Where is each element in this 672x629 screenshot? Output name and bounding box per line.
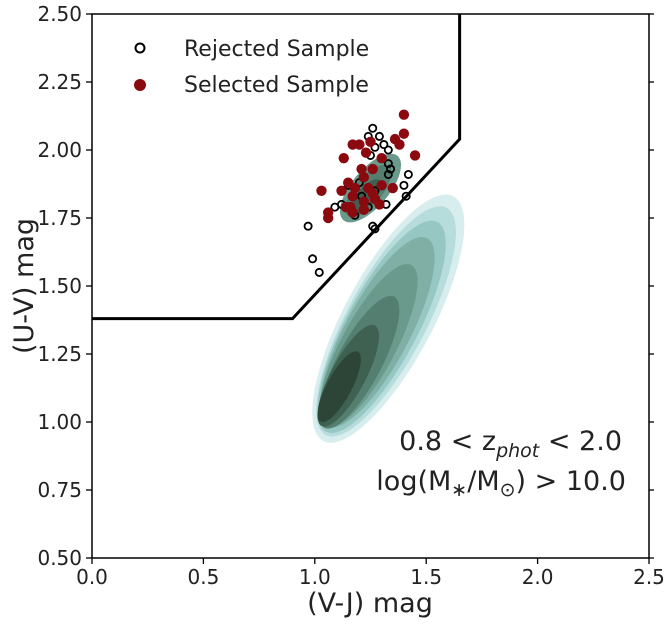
legend-label-rejected: Rejected Sample xyxy=(184,37,369,62)
rejected-point-24 xyxy=(303,221,313,231)
selected-point-12 xyxy=(367,163,378,175)
data-points xyxy=(303,109,421,277)
legend-label-selected: Selected Sample xyxy=(184,73,369,98)
rejected-point-10 xyxy=(403,169,413,179)
x-tick-label: 2.0 xyxy=(522,565,554,589)
rejected-point-20 xyxy=(330,202,340,212)
y-tick-label: 2.00 xyxy=(37,138,82,162)
x-tick-label: 0.5 xyxy=(187,565,219,589)
selected-point-19 xyxy=(336,185,347,196)
selected-point-17 xyxy=(387,182,398,194)
rejected-point-16 xyxy=(401,191,411,201)
annotation-redshift-prefix: 0.8 < z xyxy=(399,426,496,457)
y-tick-label: 1.00 xyxy=(37,410,82,434)
selected-point-16 xyxy=(376,180,387,191)
rejected-point-2 xyxy=(374,131,384,141)
selected-point-0 xyxy=(398,109,410,120)
y-tick-label: 0.75 xyxy=(37,478,82,502)
rejected-point-25 xyxy=(308,254,318,264)
selected-point-9 xyxy=(338,152,349,164)
annotation-mass-sub1: ∗ xyxy=(451,479,467,501)
x-tick-label: 0.0 xyxy=(76,565,108,589)
selected-point-5 xyxy=(365,136,376,148)
rejected-point-5 xyxy=(383,145,393,155)
annotation-mass-suffix: ) > 10.0 xyxy=(516,466,626,497)
selected-point-10 xyxy=(376,152,387,164)
rejected-point-0 xyxy=(368,123,378,133)
selected-point-18 xyxy=(349,182,361,194)
y-axis-label: (U-V) mag xyxy=(9,218,40,354)
selected-point-30 xyxy=(322,212,334,224)
annotation-mass-sub2: ⊙ xyxy=(500,479,516,501)
annotation-redshift-suffix: < 2.0 xyxy=(539,426,622,457)
rejected-point-11 xyxy=(399,180,409,190)
annotation-mass: log(M∗/M⊙) > 10.0 xyxy=(376,466,626,501)
annotation-mass-prefix: log(M xyxy=(376,466,451,497)
annotation-redshift-sub: phot xyxy=(495,440,541,462)
y-tick-label: 0.50 xyxy=(37,546,82,570)
y-tick-label: 1.50 xyxy=(37,274,82,298)
selected-point-1 xyxy=(398,128,410,139)
selected-point-4 xyxy=(409,150,421,161)
selected-point-23 xyxy=(358,196,370,207)
selected-point-22 xyxy=(347,191,358,202)
rejected-point-9 xyxy=(383,169,393,179)
y-tick-label: 1.25 xyxy=(37,342,82,366)
x-tick-label: 1.0 xyxy=(299,565,331,589)
legend-marker-selected xyxy=(134,79,146,91)
selected-point-8 xyxy=(360,147,372,158)
selected-point-20 xyxy=(316,185,327,196)
x-tick-label: 2.5 xyxy=(633,565,665,589)
annotation-redshift: 0.8 < zphot < 2.0 xyxy=(399,426,622,462)
density-contours xyxy=(312,153,465,443)
selected-point-13 xyxy=(358,172,370,183)
rejected-point-26 xyxy=(314,267,324,277)
rejected-point-4 xyxy=(379,140,389,150)
y-tick-label: 2.50 xyxy=(37,2,82,26)
legend: Rejected Sample Selected Sample xyxy=(134,37,369,98)
annotation-mass-mid: /M xyxy=(467,466,499,497)
x-axis-label: (V-J) mag xyxy=(307,588,433,619)
rejected-point-23 xyxy=(370,224,380,234)
selected-point-11 xyxy=(356,163,367,175)
selected-point-7 xyxy=(354,139,365,150)
x-axis-ticks: 0.0 0.5 1.0 1.5 2.0 2.5 xyxy=(76,558,665,589)
selected-point-31 xyxy=(358,204,370,216)
x-tick-label: 1.5 xyxy=(410,565,442,589)
legend-marker-rejected xyxy=(134,42,146,54)
selected-point-3 xyxy=(394,139,405,150)
y-tick-label: 2.25 xyxy=(37,70,82,94)
selected-point-28 xyxy=(347,207,358,218)
y-tick-label: 1.75 xyxy=(37,206,82,230)
y-axis-ticks: 0.50 0.75 1.00 1.25 1.50 1.75 2.00 2.25 2.50 xyxy=(37,2,654,570)
density-contour-7 xyxy=(317,351,361,423)
selected-point-25 xyxy=(374,199,385,210)
